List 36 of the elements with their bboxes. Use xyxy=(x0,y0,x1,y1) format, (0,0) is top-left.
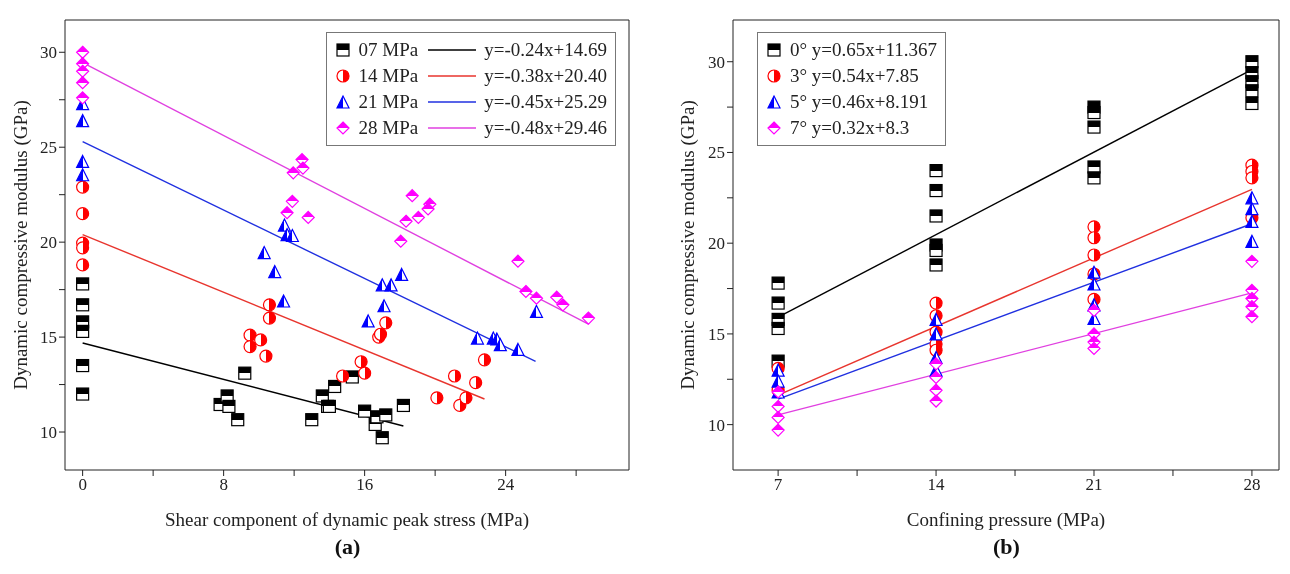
y-tick-label: 25 xyxy=(40,138,57,158)
y-tick-label: 10 xyxy=(708,415,725,435)
x-tick-label: 7 xyxy=(773,475,783,495)
y-tick-label: 15 xyxy=(40,328,57,348)
legend-label: 07 MPa xyxy=(358,38,419,62)
x-tick-label: 28 xyxy=(1243,475,1261,495)
y-tick-label: 30 xyxy=(708,52,725,72)
y-axis-title: Dynamic compressive modulus (GPa) xyxy=(9,100,32,390)
x-tick-label: 14 xyxy=(927,475,946,495)
x-axis-title: Shear component of dynamic peak stress (MPa) xyxy=(164,509,530,531)
legend-label: y=-0.45x+25.29 xyxy=(484,90,607,114)
y-axis-title: Dynamic compressive modulus (GPa) xyxy=(676,100,699,390)
y-tick-label: 25 xyxy=(708,143,725,163)
x-axis-title: Confining pressure (MPa) xyxy=(906,509,1106,531)
text: (a) xyxy=(333,534,362,560)
y-tick-label: 20 xyxy=(708,234,725,254)
x-tick-label: 8 xyxy=(219,475,228,495)
legend-label: 0° y=0.65x+11.367 xyxy=(790,38,938,62)
legend-label: 21 MPa xyxy=(358,90,419,114)
legend-label: 28 MPa xyxy=(358,116,419,140)
y-tick-label: 15 xyxy=(708,324,725,344)
legend-label: 7° y=0.32x+8.3 xyxy=(790,116,910,140)
legend-label: y=-0.24x+14.69 xyxy=(484,38,607,62)
text: (b) xyxy=(992,534,1021,560)
y-tick-label: 10 xyxy=(40,423,57,443)
legend-label: 14 MPa xyxy=(358,64,419,88)
x-tick-label: 16 xyxy=(356,475,374,495)
legend-label: 3° y=0.54x+7.85 xyxy=(790,64,919,88)
y-tick-label: 20 xyxy=(40,233,57,253)
y-tick-label: 30 xyxy=(40,43,57,63)
x-tick-label: 21 xyxy=(1085,475,1103,495)
legend-label: y=-0.38x+20.40 xyxy=(484,64,607,88)
legend-label: 5° y=0.46x+8.191 xyxy=(790,90,929,114)
legend-label: y=-0.48x+29.46 xyxy=(484,116,607,140)
x-tick-label: 0 xyxy=(78,475,87,495)
x-tick-label: 24 xyxy=(497,475,515,495)
